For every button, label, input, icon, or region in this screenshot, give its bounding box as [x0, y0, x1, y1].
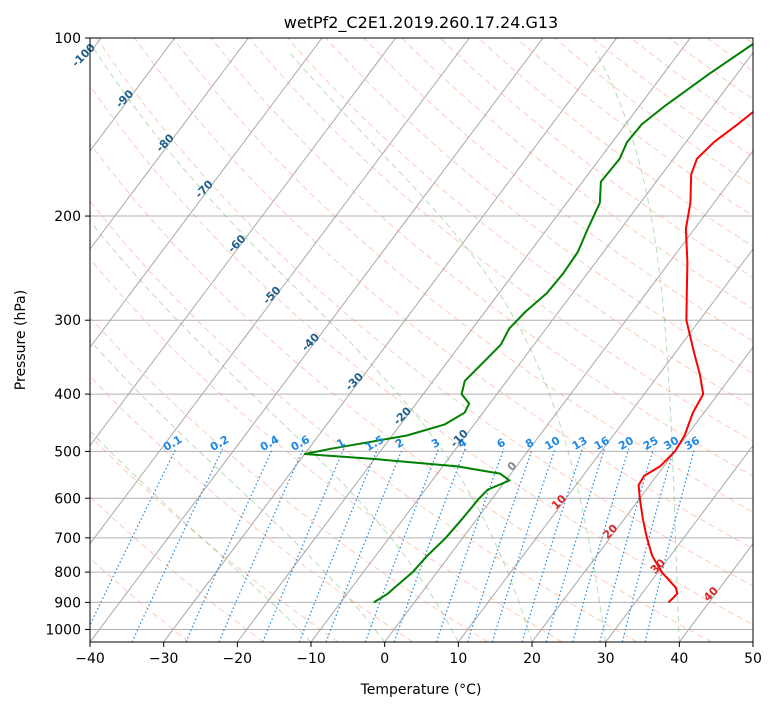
- moist-adiabat-line: [90, 220, 459, 642]
- dry-adiabat-line: [90, 85, 753, 626]
- isotherm-line: [90, 38, 544, 642]
- x-tick-label: −30: [149, 651, 179, 667]
- dry-adiabat-line: [248, 38, 753, 442]
- isotherm-line: [457, 248, 753, 642]
- x-tick-label: −20: [223, 651, 253, 667]
- dry-adiabat-line: [96, 38, 753, 587]
- moist-adiabat-line: [90, 430, 312, 642]
- dry-adiabat-line: [134, 38, 753, 550]
- background-lines: [90, 38, 753, 642]
- mixing-ratio-line: [491, 448, 556, 642]
- mixing-ratio-line: [131, 448, 224, 642]
- moist-adiabat-line: [94, 50, 533, 642]
- dry-adiabat-line: [90, 200, 638, 642]
- x-tick-label: 20: [523, 651, 541, 667]
- mixing-ratio-line: [393, 448, 466, 642]
- plot-frame: [89, 37, 754, 643]
- isotherm-line: [90, 38, 397, 447]
- moist-adiabat-line: [90, 339, 386, 642]
- x-tick-label: 0: [380, 651, 389, 667]
- x-tick-label: 10: [449, 651, 467, 667]
- isotherm-line: [605, 444, 753, 642]
- dry-adiabat-line: [363, 38, 753, 342]
- x-tick-label: 50: [744, 651, 762, 667]
- isotherm-line: [90, 38, 323, 349]
- y-tick-label: 700: [54, 531, 81, 547]
- y-tick-label: 200: [54, 209, 81, 225]
- y-axis-title: Pressure (hPa): [13, 290, 29, 390]
- mixing-ratio-line: [599, 448, 654, 642]
- x-tick-label: 30: [597, 651, 615, 667]
- mixing-ratio-line: [325, 448, 403, 642]
- dry-adiabat-line: [325, 38, 753, 375]
- mixing-ratio-line: [644, 448, 696, 642]
- dry-adiabat-line: [516, 38, 753, 217]
- dry-adiabat-line: [172, 38, 753, 513]
- isotherm-line: [163, 38, 618, 642]
- isotherm-line: [531, 346, 753, 642]
- chart-title: wetPf2_C2E1.2019.260.17.24.G13: [284, 13, 558, 33]
- y-tick-label: 300: [54, 313, 81, 329]
- x-tick-label: −10: [296, 651, 326, 667]
- axes: −40 −30 −20 −10 0 10 20 30 40 50 100 200 300 400 500 60…: [45, 31, 762, 667]
- dry-adiabat-line: [439, 38, 753, 278]
- mixing-ratio-line: [521, 448, 583, 642]
- mixing-ratio-line: [364, 448, 440, 642]
- moist-adiabat-line: [287, 50, 607, 642]
- isotherm-line: [90, 38, 249, 250]
- y-tick-label: 400: [54, 387, 81, 403]
- dry-adiabat-line: [401, 38, 753, 310]
- dry-adiabat-line: [90, 316, 488, 642]
- y-tick-label: 800: [54, 565, 81, 581]
- isotherm-line: [310, 51, 753, 642]
- mixing-ratio-line: [298, 448, 379, 642]
- dewpoint-line: [303, 42, 753, 604]
- mixing-ratio-line: [621, 448, 675, 642]
- mixing-ratio-line: [262, 448, 345, 642]
- x-tick-label: 40: [670, 651, 688, 667]
- mixing-ratio-line: [466, 448, 533, 642]
- isotherm-line: [90, 38, 470, 545]
- x-axis-title: Temperature (°C): [360, 682, 482, 698]
- isotherm-line: [90, 38, 176, 152]
- temperature-line: [637, 110, 753, 604]
- y-tick-label: 500: [54, 444, 81, 460]
- y-tick-label: 600: [54, 491, 81, 507]
- x-tick-label: −40: [75, 651, 105, 667]
- dry-adiabat-line: [90, 142, 712, 642]
- dry-adiabat-line: [287, 38, 753, 408]
- dry-adiabat-line: [90, 375, 414, 642]
- isotherm-line: [384, 150, 753, 642]
- dry-adiabat-line: [90, 258, 563, 642]
- mixing-ratio-line: [545, 448, 606, 642]
- mixing-ratio-line: [435, 448, 505, 642]
- y-tick-label: 100: [54, 31, 81, 47]
- moist-adiabat-line: [594, 50, 680, 642]
- dry-adiabat-line: [90, 495, 264, 642]
- mixing-ratio-line: [572, 448, 630, 642]
- isotherm-line: [236, 38, 691, 642]
- sounding-lines: [303, 42, 753, 604]
- y-tick-label: 1000: [45, 622, 81, 638]
- dry-adiabat-line: [477, 38, 753, 247]
- y-tick-label: 900: [54, 595, 81, 611]
